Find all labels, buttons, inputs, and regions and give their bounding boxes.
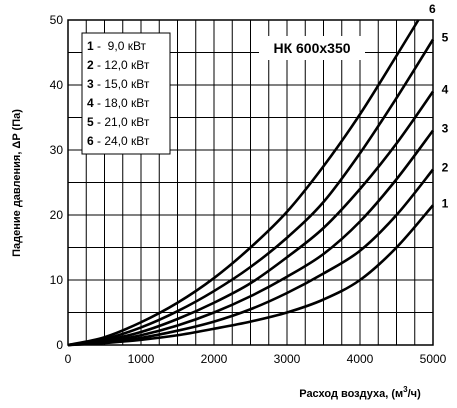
x-tick-label: 5000 [420,352,447,366]
y-tick-label: 20 [50,208,64,222]
y-tick-label: 30 [50,143,64,157]
y-tick-label: 0 [56,338,63,352]
legend-item-text: - 24,0 кВт [94,134,150,148]
title-group: НК 600x350 [259,36,365,60]
series-line-5 [67,38,435,347]
chart-title: НК 600x350 [273,40,350,56]
series-line-6 [67,19,420,347]
y-tick-label: 10 [50,273,64,287]
y-tick-label: 40 [50,78,64,92]
legend-item-number: 3 [87,77,94,91]
legend-item-number: 5 [87,115,94,129]
legend-item: 5 - 21,0 кВт [87,115,150,129]
title-box [259,36,365,60]
legend-item: 3 - 15,0 кВт [87,77,150,91]
legend-item-number: 4 [87,96,94,110]
curve-label-2: 2 [442,161,449,175]
curve-label-5: 5 [442,31,449,45]
legend-item: 1 - 9,0 кВт [87,39,147,53]
legend-item-text: - 9,0 кВт [94,39,147,53]
legend-item: 6 - 24,0 кВт [87,134,150,148]
legend-item-text: - 15,0 кВт [94,77,150,91]
x-tick-label: 1000 [128,352,155,366]
x-tick-label: 2000 [201,352,228,366]
series-line-1 [67,204,434,347]
x-axis-label-sup: 3 [403,385,408,394]
legend-box [81,32,171,155]
x-axis-label: Расход воздуха, (м3/ч) [299,385,421,400]
x-tick-label: 4000 [347,352,374,366]
grid [68,20,433,345]
x-axis-label-tail: /ч) [408,388,421,400]
x-tick-label: 0 [65,352,72,366]
legend-item-text: - 18,0 кВт [94,96,150,110]
curve-label-4: 4 [442,83,449,97]
legend-item: 4 - 18,0 кВт [87,96,150,110]
curves [67,19,435,347]
y-tick-label: 50 [50,13,64,27]
legend-item-number: 6 [87,134,94,148]
series-line-3 [67,129,435,347]
curve-label-6: 6 [429,2,436,16]
plot-frame [67,19,434,346]
legend-item-number: 1 [87,39,94,53]
curve-label-3: 3 [442,122,449,136]
legend-item-number: 2 [87,58,94,72]
x-tick-label: 3000 [274,352,301,366]
tick-labels: 0 1000 2000 3000 4000 5000 0 10 20 30 40 50 [50,13,447,366]
legend-item-text: - 12,0 кВт [94,58,150,72]
curve-label-1: 1 [442,196,449,210]
legend-item-text: - 21,0 кВт [94,115,150,129]
series-line-2 [67,168,435,347]
x-axis-label-main: Расход воздуха, (м [299,388,403,400]
y-axis-label: Падение давления, ΔP (Па) [11,109,23,257]
curve-labels: 1 2 3 4 5 6 [429,2,449,210]
series-line-4 [67,90,435,347]
legend-item: 2 - 12,0 кВт [87,58,150,72]
